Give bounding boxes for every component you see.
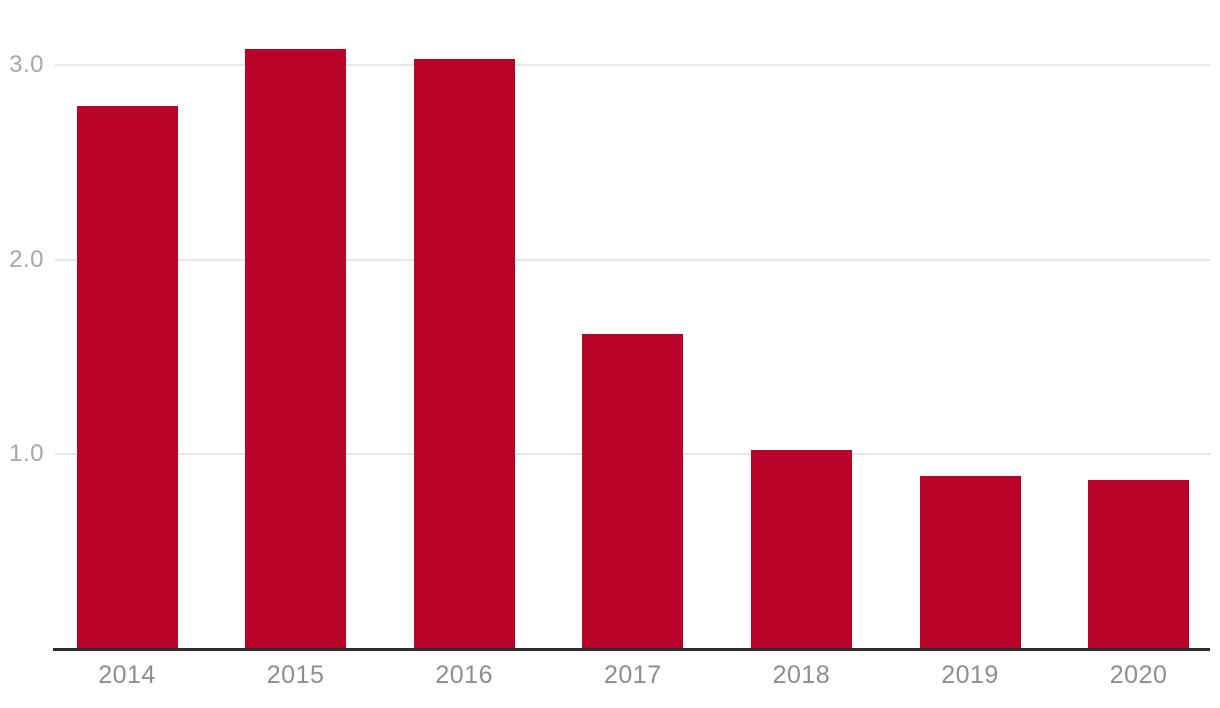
bar-2014 <box>76 105 178 649</box>
x-tick-label-2016: 2016 <box>435 661 493 689</box>
x-tick-label-2014: 2014 <box>98 661 156 689</box>
y-tick-label: 1.0 <box>9 440 44 468</box>
x-tick-label-2017: 2017 <box>603 661 662 689</box>
bar-2016 <box>413 59 515 649</box>
x-tick-label-2018: 2018 <box>772 661 831 689</box>
x-axis-line <box>53 648 1210 651</box>
bar-2015 <box>245 49 347 649</box>
bar-2017 <box>582 333 684 649</box>
x-tick-label-2019: 2019 <box>941 661 999 689</box>
bar-2020 <box>1088 479 1190 649</box>
gridline-3.0 <box>55 63 1210 66</box>
x-tick-label-2020: 2020 <box>1109 661 1168 689</box>
gridline-2.0 <box>55 258 1210 261</box>
y-tick-label: 2.0 <box>9 245 44 273</box>
bar-2018 <box>750 450 852 649</box>
x-tick-label-2015: 2015 <box>266 661 325 689</box>
bar-2019 <box>919 475 1021 649</box>
y-tick-label: 3.0 <box>9 50 44 78</box>
